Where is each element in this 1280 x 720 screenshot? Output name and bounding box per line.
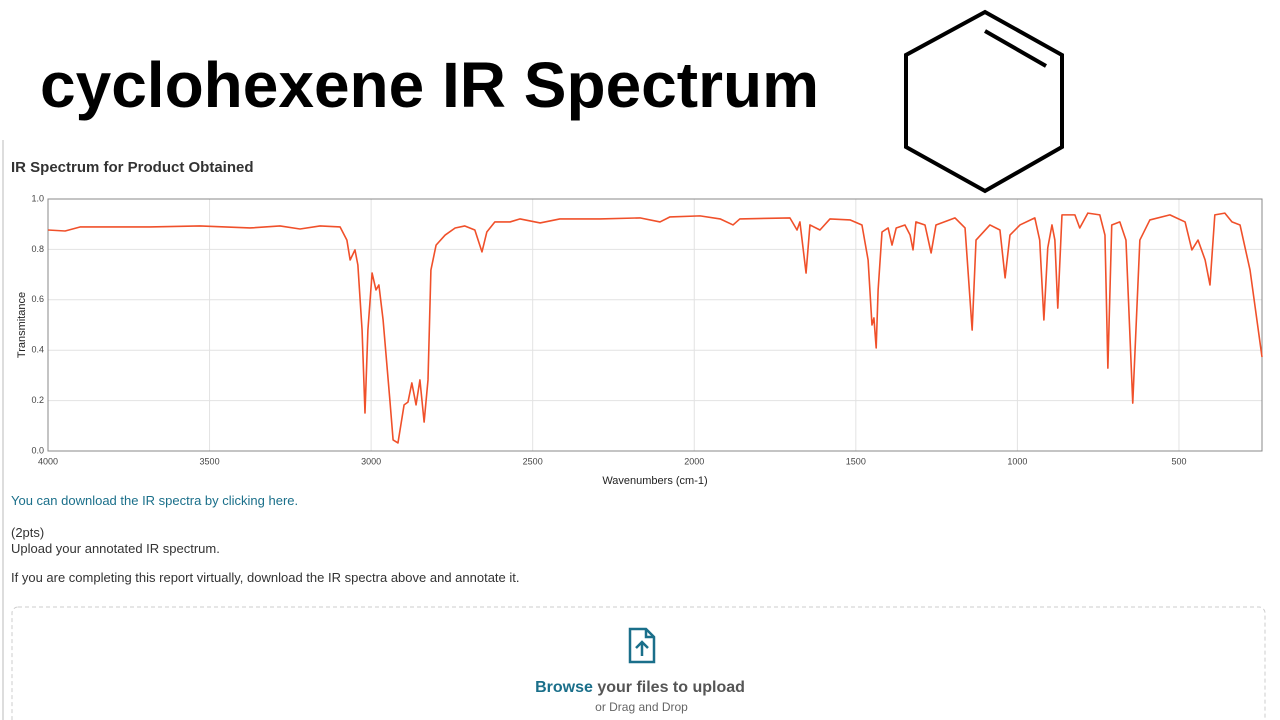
y-tick-label: 1.0: [31, 193, 44, 203]
browse-link[interactable]: Browse: [535, 679, 593, 696]
chart: IR Spectrum for Product Obtained Transmi…: [11, 159, 1263, 487]
x-tick-label: 3500: [200, 456, 220, 466]
x-tick-label: 4000: [38, 456, 58, 466]
y-tick-label: 0.2: [31, 395, 44, 405]
page-title: cyclohexene IR Spectrum: [40, 49, 819, 121]
upload-icon: [628, 627, 656, 664]
plot-frame: [47, 198, 1263, 452]
x-axis-label: Wavenumbers (cm-1): [602, 475, 707, 487]
x-tick-label: 1000: [1007, 456, 1027, 466]
cyclohexene-structure: [904, 9, 1064, 194]
double-bond: [984, 29, 1047, 68]
y-axis-label: Transmitance: [16, 292, 28, 358]
download-link[interactable]: You can download the IR spectra by click…: [11, 493, 299, 508]
upload-text: Browse your files to upload: [0, 679, 1280, 697]
x-tick-label: 1500: [846, 456, 866, 466]
drop-zone[interactable]: [11, 606, 1266, 720]
spectrum-line: [47, 212, 1263, 444]
prompt: Upload your annotated IR spectrum.: [11, 541, 220, 556]
chart-title: IR Spectrum for Product Obtained: [11, 159, 254, 176]
x-tick-label: 500: [1171, 456, 1186, 466]
x-tick-label: 2000: [684, 456, 704, 466]
x-tick-label: 2500: [523, 456, 543, 466]
y-tick-label: 0.8: [31, 244, 44, 254]
note: If you are completing this report virtua…: [11, 570, 520, 585]
upload-label: your files to upload: [597, 679, 745, 696]
drag-drop: or Drag and Drop: [595, 700, 688, 714]
points: (2pts): [11, 525, 45, 540]
y-tick-label: 0.6: [31, 294, 44, 304]
x-tick-label: 3000: [361, 456, 381, 466]
y-tick-label: 0.4: [31, 345, 44, 355]
y-tick-label: 0.0: [31, 445, 44, 455]
